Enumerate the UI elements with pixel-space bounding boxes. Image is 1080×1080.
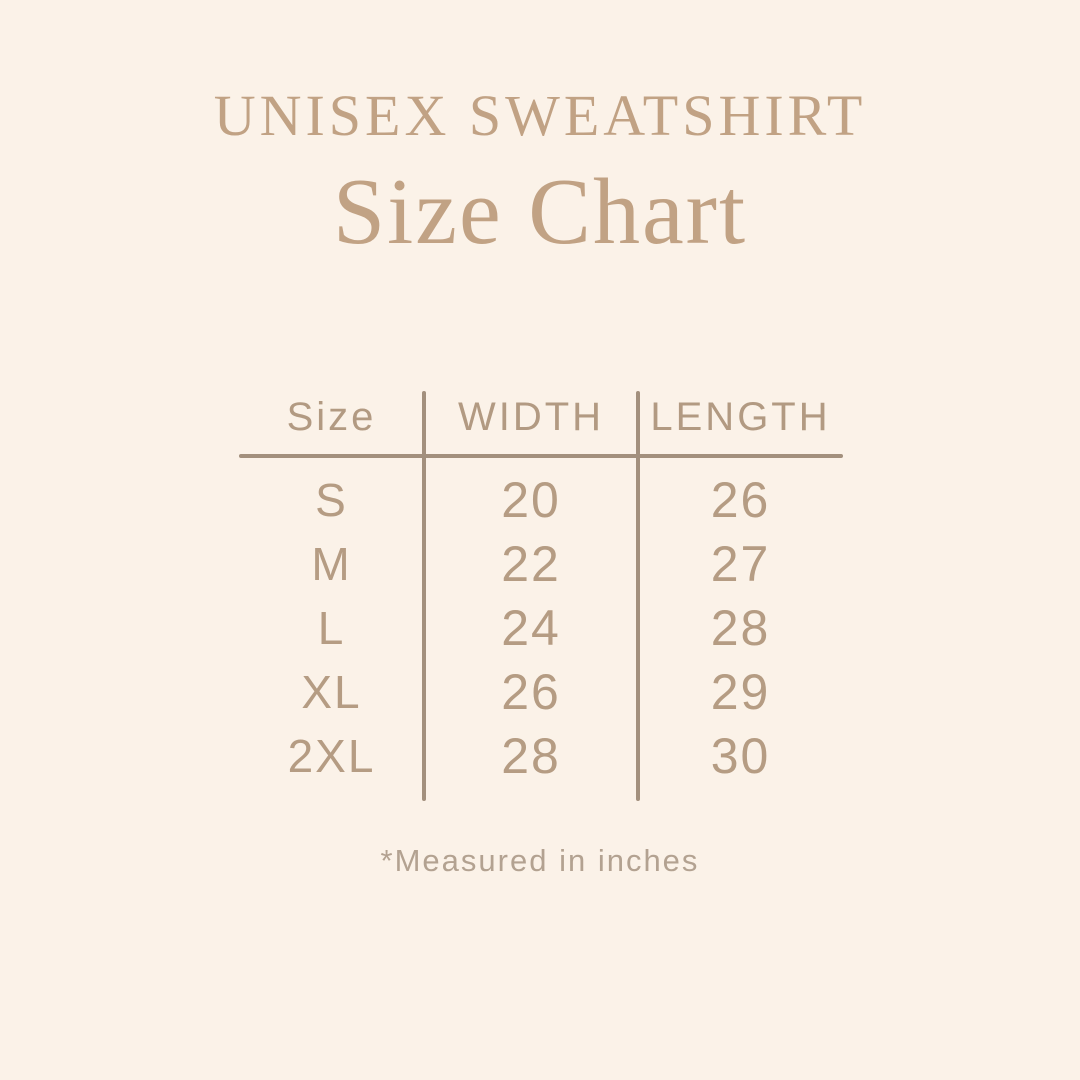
width-cell: 20	[501, 472, 561, 528]
length-cell: 29	[710, 664, 771, 720]
width-cell: 24	[501, 600, 561, 656]
chart-title: UNISEX SWEATSHIRT	[213, 83, 867, 148]
length-cell: 30	[710, 728, 771, 784]
width-cell: 22	[501, 536, 561, 592]
table-body: S 20 26 M 22 27 L 24 28 XL 26 29 2XL 28 30	[239, 458, 843, 788]
length-cell: 28	[710, 600, 771, 656]
table-row: 2XL 28 30	[239, 724, 843, 788]
size-table: Size WIDTH LENGTH S 20 26 M 22 27 L 24 28 XL 26 29 2…	[239, 391, 843, 801]
column-header-length: LENGTH	[650, 395, 831, 439]
column-header-size: Size	[286, 395, 377, 439]
length-cell: 27	[710, 536, 771, 592]
size-cell: L	[317, 602, 346, 654]
column-divider-2	[636, 391, 640, 801]
table-header-row: Size WIDTH LENGTH	[239, 391, 843, 454]
size-cell: 2XL	[287, 730, 376, 782]
chart-subtitle: Size Chart	[332, 160, 748, 264]
size-cell: XL	[301, 666, 362, 718]
table-row: L 24 28	[239, 596, 843, 660]
width-cell: 28	[501, 728, 561, 784]
header-rule	[239, 454, 843, 458]
table-row: XL 26 29	[239, 660, 843, 724]
measurement-footnote: *Measured in inches	[380, 843, 700, 878]
table-row: M 22 27	[239, 532, 843, 596]
table-row: S 20 26	[239, 468, 843, 532]
column-divider-1	[422, 391, 426, 801]
width-cell: 26	[501, 664, 561, 720]
length-cell: 26	[710, 472, 771, 528]
size-cell: M	[311, 538, 352, 590]
column-header-width: WIDTH	[457, 395, 605, 439]
size-cell: S	[315, 474, 348, 526]
